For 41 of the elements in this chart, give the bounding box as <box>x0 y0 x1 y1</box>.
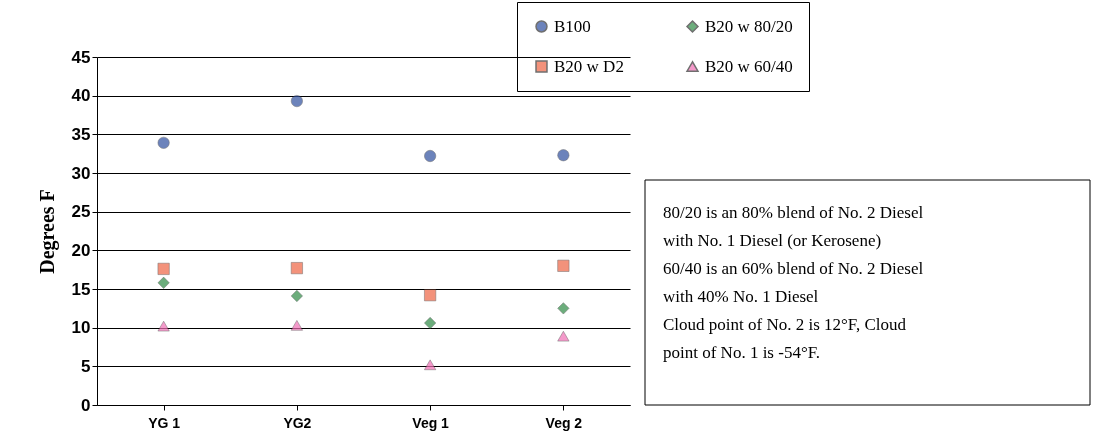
point <box>290 95 303 108</box>
point <box>290 320 303 331</box>
x-tick-label: Veg 1 <box>412 414 450 431</box>
point <box>424 317 437 329</box>
point <box>290 262 303 275</box>
point <box>424 289 437 302</box>
y-tick-label: 25 <box>71 202 91 222</box>
x-tick-label: YG2 <box>283 414 312 431</box>
point <box>157 320 170 332</box>
legend-label: B100 <box>554 16 591 36</box>
legend-label: B20 w 60/40 <box>705 56 793 76</box>
text: 60/40 is an 60% blend of No. 2 Diesel <box>663 259 924 278</box>
text: with 40% No. 1 Diesel <box>663 287 819 306</box>
x-tick-label: Veg 2 <box>545 414 583 431</box>
y-tick-label: 15 <box>71 279 91 299</box>
y-tick-label: 5 <box>81 356 91 376</box>
text: with No. 1 Diesel (or Kerosene) <box>663 231 882 250</box>
y-tick-label: 35 <box>71 124 91 144</box>
text: 80/20 is an 80% blend of No. 2 Diesel <box>663 203 924 222</box>
y-tick-label: 0 <box>81 395 91 415</box>
legend-label: B20 w 80/20 <box>705 16 793 36</box>
point <box>424 150 437 162</box>
point <box>157 276 170 289</box>
text: Cloud point of No. 2 is 12°F, Cloud <box>663 315 907 334</box>
y-axis-title: Degrees F <box>35 189 59 274</box>
y-tick-label: 20 <box>71 240 91 260</box>
x-tick-label: YG 1 <box>148 414 181 431</box>
y-tick-label: 45 <box>71 47 91 67</box>
point <box>157 262 170 275</box>
y-tick-label: 30 <box>71 163 91 183</box>
point <box>557 259 570 272</box>
point <box>157 136 170 149</box>
point <box>290 290 303 302</box>
point <box>557 330 570 342</box>
point <box>424 359 437 370</box>
point <box>557 302 570 315</box>
y-tick-label: 10 <box>71 318 91 338</box>
point <box>557 149 570 162</box>
text: point of No. 1 is -54°F. <box>663 343 821 362</box>
legend-label: B20 w D2 <box>554 56 624 76</box>
y-tick-label: 40 <box>71 86 91 106</box>
